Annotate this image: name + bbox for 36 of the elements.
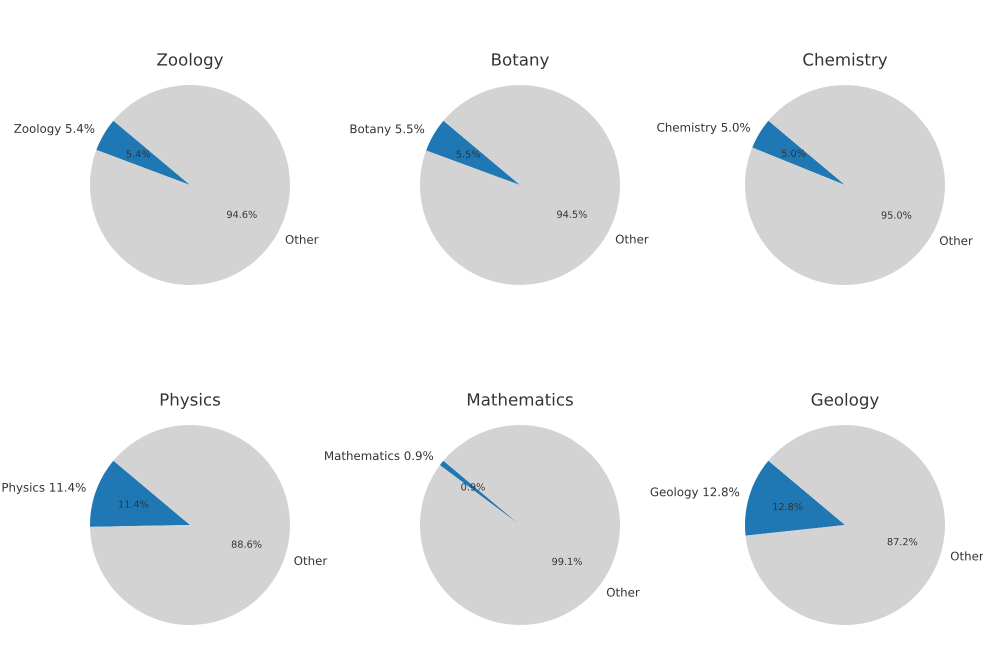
slice-label: Other — [940, 236, 973, 246]
pie-slice — [440, 460, 520, 525]
slice-label: Mathematics 0.9% — [325, 450, 434, 460]
chart-title: Chemistry — [803, 52, 888, 70]
chart-title: Zoology — [157, 52, 224, 70]
pie-slice — [426, 120, 520, 185]
pie-slice — [90, 425, 290, 625]
data-label: 11.4% — [119, 500, 148, 508]
data-label: 5.0% — [782, 150, 806, 157]
slice-label: Other — [616, 234, 649, 244]
chart-title: Botany — [492, 53, 549, 70]
slice-label: Zoology 5.4% — [14, 124, 94, 136]
data-label: 88.6% — [232, 540, 262, 548]
chart-title: Geology — [812, 392, 879, 410]
data-label: 5.4% — [126, 150, 150, 158]
slice-label: Geology 12.8% — [650, 487, 740, 499]
slice-label: Physics 11.4% — [2, 482, 86, 494]
data-label: 94.6% — [226, 210, 257, 218]
data-label: 5.5% — [456, 150, 480, 158]
slice-label: Other — [294, 556, 328, 566]
data-label: 94.5% — [557, 210, 587, 218]
slice-label: Other — [606, 588, 640, 597]
pie-slice — [752, 120, 845, 185]
pie-slice — [90, 460, 190, 527]
slice-label: Other — [286, 234, 319, 244]
pie-slice — [746, 425, 945, 625]
data-label: 95.0% — [882, 211, 912, 219]
chart-title: Mathematics — [468, 392, 573, 406]
pie-slice — [96, 120, 190, 185]
pie-slice — [745, 460, 845, 536]
data-label: 87.2% — [888, 538, 918, 546]
slice-label: Chemistry 5.0% — [657, 122, 750, 134]
slice-label: Botany 5.5% — [350, 124, 424, 136]
chart-title: Physics — [160, 392, 220, 410]
data-label: 12.8% — [773, 502, 803, 510]
data-label: 99.1% — [552, 558, 582, 566]
